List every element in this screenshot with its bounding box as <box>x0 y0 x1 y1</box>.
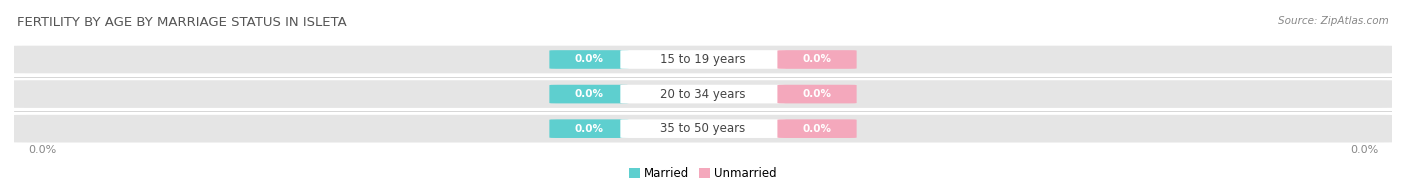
FancyBboxPatch shape <box>778 119 856 138</box>
Text: 0.0%: 0.0% <box>803 54 831 64</box>
Legend: Married, Unmarried: Married, Unmarried <box>624 162 782 185</box>
FancyBboxPatch shape <box>620 119 786 138</box>
Text: 0.0%: 0.0% <box>1350 145 1378 155</box>
Text: 0.0%: 0.0% <box>575 124 603 134</box>
Text: 0.0%: 0.0% <box>575 89 603 99</box>
FancyBboxPatch shape <box>0 46 1406 73</box>
Text: Source: ZipAtlas.com: Source: ZipAtlas.com <box>1278 16 1389 26</box>
FancyBboxPatch shape <box>778 85 856 103</box>
FancyBboxPatch shape <box>620 50 786 69</box>
Text: 20 to 34 years: 20 to 34 years <box>661 88 745 101</box>
Text: 0.0%: 0.0% <box>803 89 831 99</box>
Text: 35 to 50 years: 35 to 50 years <box>661 122 745 135</box>
FancyBboxPatch shape <box>0 80 1406 108</box>
FancyBboxPatch shape <box>620 85 786 103</box>
FancyBboxPatch shape <box>550 119 628 138</box>
FancyBboxPatch shape <box>550 50 628 69</box>
Text: 0.0%: 0.0% <box>803 124 831 134</box>
Text: FERTILITY BY AGE BY MARRIAGE STATUS IN ISLETA: FERTILITY BY AGE BY MARRIAGE STATUS IN I… <box>17 16 347 29</box>
FancyBboxPatch shape <box>778 50 856 69</box>
Text: 0.0%: 0.0% <box>575 54 603 64</box>
FancyBboxPatch shape <box>0 115 1406 142</box>
Text: 15 to 19 years: 15 to 19 years <box>661 53 745 66</box>
Text: 0.0%: 0.0% <box>28 145 56 155</box>
FancyBboxPatch shape <box>550 85 628 103</box>
